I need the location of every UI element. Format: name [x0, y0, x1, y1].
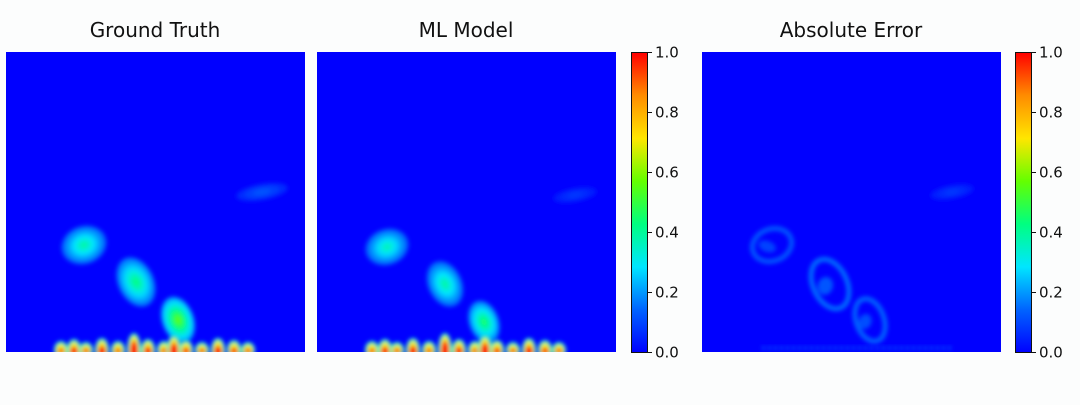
heatmap-feature-faint-wisp-right — [553, 187, 597, 203]
colorbar-tick-label: 1.0 — [1039, 44, 1063, 62]
heatmap-feature-blob-1-edge — [749, 225, 795, 265]
heatmap-feature-blob-1 — [61, 225, 107, 265]
heatmap-ground-truth — [6, 52, 305, 352]
panel-title-ml-model: ML Model — [418, 18, 514, 42]
colorbar-tick-label: 0.8 — [655, 104, 679, 122]
colorbar-error: 0.0 0.2 0.4 0.6 0.8 1.0 — [1015, 44, 1063, 362]
heatmap-background — [702, 52, 1001, 352]
heatmap-background — [6, 52, 305, 352]
heatmap-feature-plume — [468, 300, 500, 344]
colorbar-tick-label: 0.4 — [1039, 224, 1063, 242]
colorbar-tick-label: 1.0 — [655, 44, 679, 62]
colorbar-tick-label: 0.2 — [655, 284, 679, 302]
heatmap-feature-bottom-band — [54, 333, 255, 352]
colorbar-tick-label: 0.8 — [1039, 104, 1063, 122]
colorbar-tick-label: 0.0 — [655, 344, 679, 362]
colorbar-tick-label: 0.6 — [655, 164, 679, 182]
heatmap-feature-faint-wisp-right — [930, 184, 974, 200]
colorbar-gradient — [631, 52, 648, 353]
colorbar-tick-label: 0.0 — [1039, 344, 1063, 362]
heatmap-feature-bottom-speckle — [762, 346, 951, 350]
heatmap-feature-blob-1 — [365, 228, 409, 266]
colorbar-tick-label: 0.4 — [655, 224, 679, 242]
colorbar-tick-label: 0.6 — [1039, 164, 1063, 182]
heatmap-absolute-error — [702, 52, 1001, 352]
panel-title-ground-truth: Ground Truth — [89, 18, 221, 42]
heatmap-feature-bottom-band — [365, 333, 566, 352]
heatmap-feature-faint-wisp-right — [236, 182, 288, 202]
heatmap-feature-blob-2 — [116, 257, 156, 307]
heatmap-feature-blob-2 — [426, 261, 464, 307]
heatmap-feature-plume-edge — [852, 296, 888, 344]
colorbar-model: 0.0 0.2 0.4 0.6 0.8 1.0 — [631, 44, 679, 362]
heatmap-feature-blob-2-edge — [808, 256, 852, 312]
colorbar-tick-label: 0.2 — [1039, 284, 1063, 302]
colorbar-gradient — [1015, 52, 1032, 353]
heatmap-ml-model — [317, 52, 616, 352]
heatmap-feature-plume — [160, 296, 196, 344]
panel-title-absolute-error: Absolute Error — [779, 18, 923, 42]
